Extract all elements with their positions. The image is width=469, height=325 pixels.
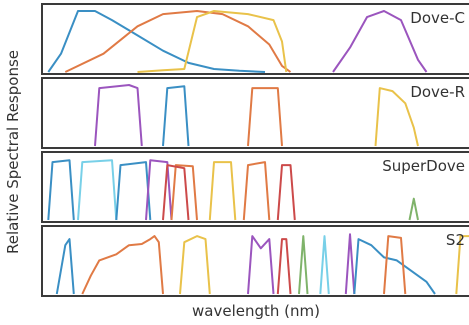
response-curve bbox=[81, 235, 164, 295]
response-curve bbox=[242, 161, 271, 221]
response-curve bbox=[344, 233, 356, 295]
y-axis-label: Relative Spectral Response bbox=[4, 50, 22, 254]
response-curve bbox=[208, 161, 237, 221]
response-curve bbox=[145, 159, 173, 221]
response-curve bbox=[247, 87, 283, 147]
response-curve bbox=[276, 164, 296, 221]
panel-1: Dove-R bbox=[41, 77, 469, 149]
panel-label: Dove-R bbox=[410, 83, 465, 101]
panel-frame bbox=[41, 3, 469, 75]
response-curve bbox=[298, 235, 309, 295]
panel-label: Dove-C bbox=[410, 9, 465, 27]
response-curve bbox=[247, 235, 275, 295]
panel-frame bbox=[41, 151, 469, 223]
panel-frame bbox=[41, 77, 469, 149]
response-curve bbox=[55, 238, 75, 295]
response-curve bbox=[374, 87, 419, 147]
response-curve bbox=[47, 159, 75, 221]
response-curve bbox=[353, 238, 436, 295]
response-curve bbox=[383, 235, 407, 295]
response-curve bbox=[332, 10, 428, 73]
response-curve bbox=[179, 235, 211, 295]
response-curve bbox=[77, 159, 118, 221]
response-curve bbox=[162, 85, 190, 147]
response-curve bbox=[64, 10, 292, 73]
response-curve bbox=[276, 238, 292, 295]
response-curve bbox=[170, 164, 198, 221]
panel-label: SuperDove bbox=[382, 157, 465, 175]
x-axis-label: wavelength (nm) bbox=[192, 302, 320, 320]
panel-3: S2 bbox=[41, 225, 469, 297]
panel-0: Dove-C bbox=[41, 3, 469, 75]
response-curve bbox=[137, 10, 288, 73]
response-curve bbox=[408, 197, 419, 221]
response-curve bbox=[319, 235, 330, 295]
response-curve bbox=[115, 161, 152, 221]
panel-frame bbox=[41, 225, 469, 297]
response-curve bbox=[47, 10, 266, 73]
response-curve bbox=[162, 164, 190, 221]
panel-2: SuperDove bbox=[41, 151, 469, 223]
panels-group: Dove-C Dove-R SuperDove S2 bbox=[41, 3, 469, 297]
panel-label: S2 bbox=[446, 231, 465, 249]
response-curve bbox=[455, 235, 469, 295]
response-curve bbox=[94, 84, 143, 147]
